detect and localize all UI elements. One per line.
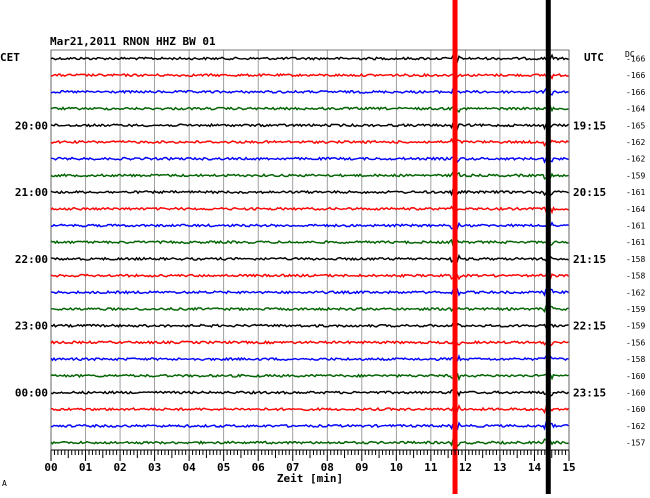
traces xyxy=(50,53,570,448)
chart-title: Mar21,2011 RNON HHZ BW 01 xyxy=(50,35,216,48)
dc-offset-label: -157 xyxy=(626,439,645,448)
trace-12 xyxy=(50,238,569,248)
cet-hour-label: 21:00 xyxy=(15,186,48,199)
dc-offset-label: -164 xyxy=(626,105,645,114)
trace-18 xyxy=(50,338,569,347)
dc-label: DC xyxy=(625,50,635,59)
event-lines xyxy=(452,0,551,494)
x-tick-label: 06 xyxy=(252,461,266,474)
x-tick-label: 01 xyxy=(79,461,93,474)
cet-hour-label: 23:00 xyxy=(15,320,48,333)
x-tick-label: 15 xyxy=(562,461,575,474)
time-labels: 20:00 21:00 22:00 23:00 00:00 19:15 20:15 21:15… xyxy=(15,55,646,448)
utc-hour-label: 23:15 xyxy=(573,387,606,400)
trace-5 xyxy=(50,120,569,131)
dc-offset-label: -158 xyxy=(626,272,645,281)
utc-hour-label: 21:15 xyxy=(573,253,606,266)
cet-hour-label: 22:00 xyxy=(15,253,48,266)
trace-17 xyxy=(50,321,569,331)
x-tick-label: 09 xyxy=(355,461,368,474)
trace-20 xyxy=(50,371,569,382)
trace-2 xyxy=(50,72,569,80)
dc-offset-label: -159 xyxy=(626,322,645,331)
footer-mark: A xyxy=(2,479,7,488)
dc-offset-label: -162 xyxy=(626,155,645,164)
x-tick-label: 02 xyxy=(113,461,126,474)
x-tick-label: 05 xyxy=(217,461,230,474)
x-tick-label: 07 xyxy=(286,461,299,474)
x-tick-label: 14 xyxy=(528,461,542,474)
grid xyxy=(50,49,570,451)
utc-hour-label: 19:15 xyxy=(573,119,606,132)
x-tick-label: 00 xyxy=(44,461,57,474)
trace-16 xyxy=(50,305,569,314)
dc-offset-label: -164 xyxy=(626,205,645,214)
x-axis: 00 01 02 03 04 05 06 07 08 09 10 11 12 13 14 15 xyxy=(44,449,576,474)
cet-hour-label: 20:00 xyxy=(15,119,48,132)
dc-offset-label: -158 xyxy=(626,355,645,364)
dc-offset-label: -160 xyxy=(626,405,645,414)
trace-9 xyxy=(50,186,569,197)
x-tick-label: 13 xyxy=(493,461,506,474)
dc-offset-label: -161 xyxy=(626,238,645,247)
x-tick-label: 04 xyxy=(183,461,197,474)
utc-hour-label: 20:15 xyxy=(573,186,606,199)
trace-3 xyxy=(50,86,569,96)
dc-offset-label: -159 xyxy=(626,171,645,180)
trace-8 xyxy=(50,170,569,180)
dc-offset-label: -166 xyxy=(626,88,645,97)
dc-offset-label: -156 xyxy=(626,338,645,347)
cet-hour-label: 00:00 xyxy=(15,387,48,400)
dc-offset-label: -166 xyxy=(626,55,645,64)
dc-offset-label: -162 xyxy=(626,288,645,297)
trace-24 xyxy=(50,437,569,448)
dc-offset-label: -161 xyxy=(626,188,645,197)
dc-offset-label: -165 xyxy=(626,121,645,130)
x-tick-label: 12 xyxy=(459,461,472,474)
trace-10 xyxy=(50,205,569,215)
x-axis-label: Zeit [min] xyxy=(277,472,343,485)
dc-offset-label: -162 xyxy=(626,422,645,431)
dc-offset-label: -161 xyxy=(626,222,645,231)
dc-offset-label: -162 xyxy=(626,138,645,147)
trace-15 xyxy=(50,287,569,298)
dc-offset-label: -159 xyxy=(626,305,645,314)
dc-offset-label: -160 xyxy=(626,389,645,398)
trace-6 xyxy=(50,137,569,147)
trace-11 xyxy=(50,220,569,231)
trace-13 xyxy=(50,253,569,264)
x-tick-label: 11 xyxy=(424,461,438,474)
dc-offset-label: -160 xyxy=(626,372,645,381)
x-tick-label: 08 xyxy=(321,461,334,474)
trace-23 xyxy=(50,420,569,431)
trace-4 xyxy=(50,103,569,114)
trace-21 xyxy=(50,389,570,398)
x-tick-label: 03 xyxy=(148,461,161,474)
dc-offset-label: -166 xyxy=(626,71,645,80)
trace-14 xyxy=(50,273,570,281)
trace-7 xyxy=(50,154,569,164)
cet-axis-label: CET xyxy=(0,51,20,64)
trace-19 xyxy=(50,353,569,363)
trace-1 xyxy=(50,53,569,63)
utc-hour-label: 22:15 xyxy=(573,320,606,333)
trace-22 xyxy=(50,403,570,415)
plot-frame xyxy=(50,49,570,451)
x-tick-label: 10 xyxy=(390,461,403,474)
utc-axis-label: UTC xyxy=(584,51,604,64)
dc-offset-label: -158 xyxy=(626,255,645,264)
